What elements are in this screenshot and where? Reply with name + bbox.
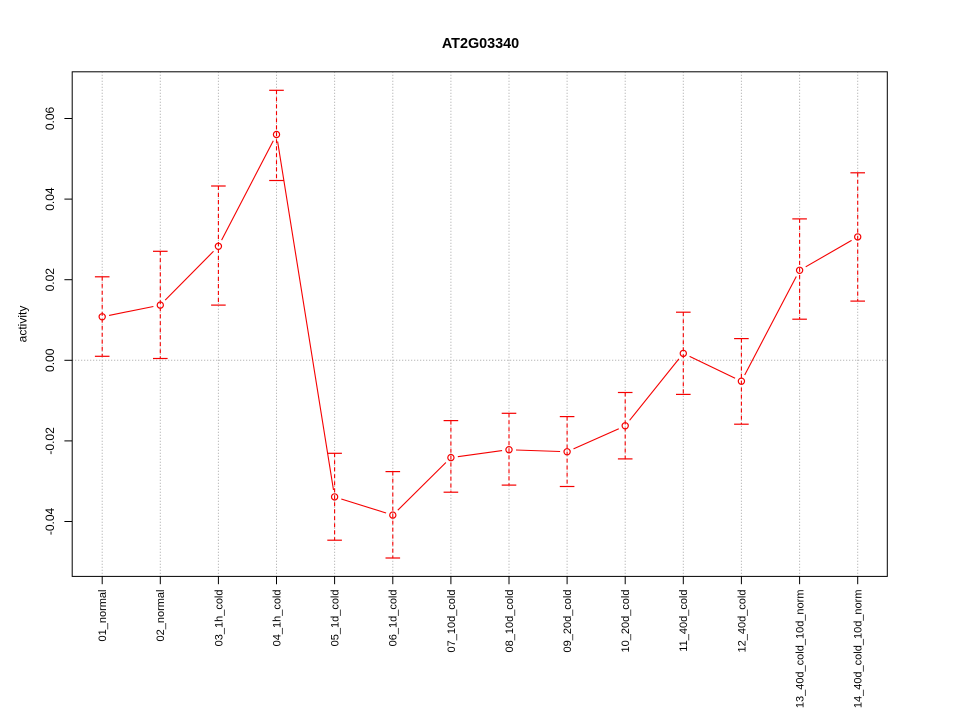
svg-text:01_normal: 01_normal — [97, 590, 109, 642]
svg-text:03_1h_cold: 03_1h_cold — [213, 590, 225, 647]
svg-text:05_1d_cold: 05_1d_cold — [330, 590, 342, 647]
svg-text:07_10d_cold: 07_10d_cold — [446, 590, 458, 653]
svg-text:activity: activity — [15, 306, 29, 343]
svg-text:14_40d_cold_10d_norm: 14_40d_cold_10d_norm — [853, 590, 865, 709]
svg-text:10_20d_cold: 10_20d_cold — [620, 590, 632, 653]
svg-text:-0.02: -0.02 — [43, 427, 57, 455]
svg-text:0.00: 0.00 — [43, 348, 57, 372]
svg-text:0.06: 0.06 — [43, 106, 57, 130]
svg-text:13_40d_cold_10d_norm: 13_40d_cold_10d_norm — [795, 590, 807, 709]
svg-text:11_40d_cold: 11_40d_cold — [678, 590, 690, 652]
svg-text:08_10d_cold: 08_10d_cold — [504, 590, 516, 653]
svg-text:12_40d_cold: 12_40d_cold — [736, 590, 748, 653]
svg-text:02_normal: 02_normal — [155, 590, 167, 642]
svg-text:09_20d_cold: 09_20d_cold — [562, 590, 574, 653]
svg-text:AT2G03340: AT2G03340 — [442, 36, 519, 52]
svg-text:0.02: 0.02 — [43, 268, 57, 292]
svg-text:0.04: 0.04 — [43, 187, 57, 211]
svg-text:06_1d_cold: 06_1d_cold — [388, 590, 400, 647]
svg-text:-0.04: -0.04 — [43, 508, 57, 536]
svg-text:04_1h_cold: 04_1h_cold — [271, 590, 283, 647]
